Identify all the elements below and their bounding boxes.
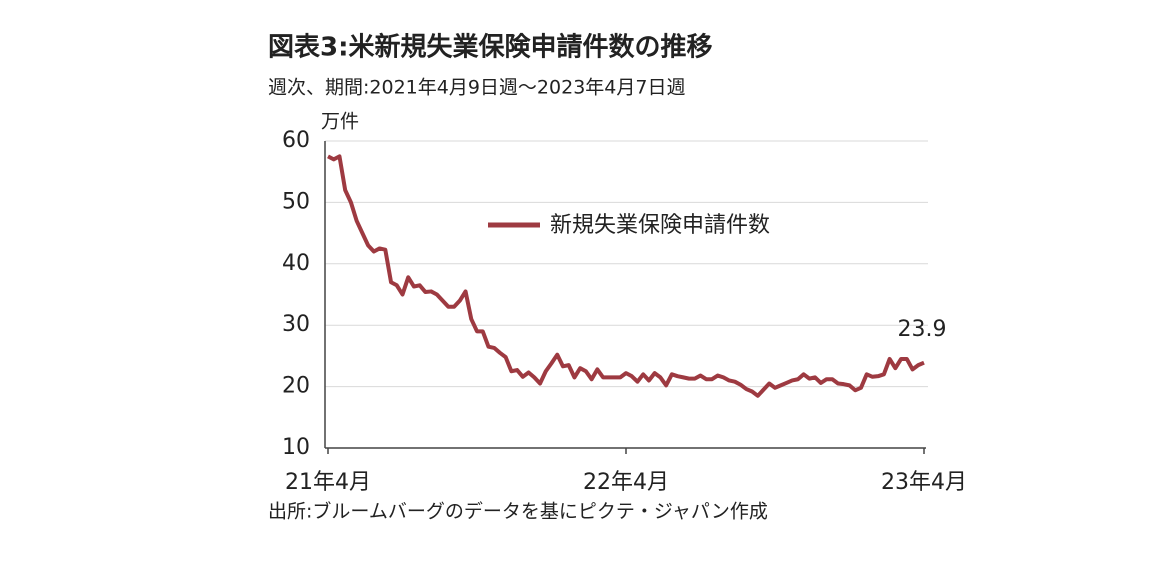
y-tick-label: 40 — [282, 251, 310, 276]
x-tick-label: 21年4月 — [285, 470, 371, 495]
x-tick-label: 22年4月 — [583, 470, 669, 495]
chart-title: 図表3:米新規失業保険申請件数の推移 — [268, 32, 713, 63]
y-tick-label: 50 — [282, 189, 310, 214]
y-tick-label: 10 — [282, 435, 310, 460]
y-tick-label: 30 — [282, 312, 310, 337]
source-note: 出所:ブルームバーグのデータを基にピクテ・ジャパン作成 — [268, 500, 768, 523]
data-line — [327, 154, 925, 398]
y-unit: 万件 — [321, 111, 359, 133]
y-tick-label: 20 — [282, 374, 310, 399]
x-tick-label: 23年4月 — [881, 470, 967, 495]
legend-label: 新規失業保険申請件数 — [550, 213, 770, 238]
chart-subtitle: 週次、期間:2021年4月9日週〜2023年4月7日週 — [268, 77, 685, 99]
y-tick-label: 60 — [282, 128, 310, 153]
data-label: 23.9 — [898, 317, 947, 342]
